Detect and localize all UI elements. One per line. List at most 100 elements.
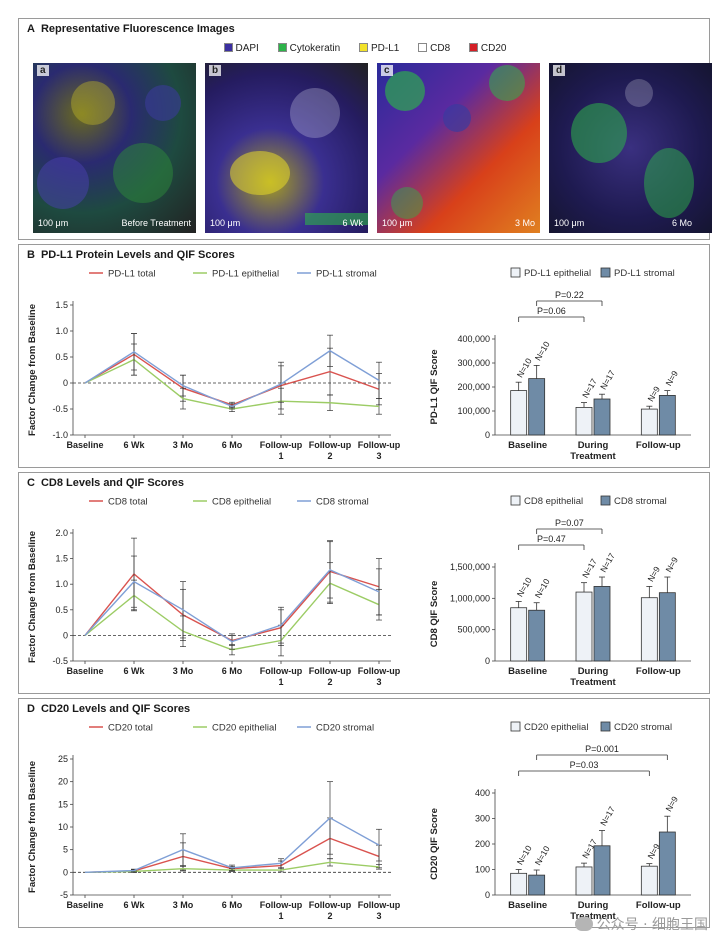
cd8-line-ytick-label: 1.5: [55, 554, 68, 564]
micrograph-a-tag: a: [37, 65, 49, 76]
panel-c-title: C CD8 Levels and QIF Scores: [27, 477, 184, 489]
cd8-line-xtick-label: 6 Wk: [123, 666, 145, 676]
pdl1-line-ytick-label: 1.0: [55, 326, 68, 336]
panel-d-letter: D: [27, 703, 35, 715]
cd8-bar-bar-epithelial: [640, 597, 658, 662]
cd8-line-xtick-label: Follow-up: [260, 666, 303, 676]
pdl1-line-xtick-label-num: 3: [376, 451, 381, 461]
pdl1-bar-ytick-label: 200,000: [457, 382, 490, 392]
cd20-line-xtick-label: Baseline: [66, 900, 103, 910]
panel-d: D CD20 Levels and QIF Scores CD20 total CD…: [18, 698, 710, 928]
pdl1-line-series-stromal: [84, 349, 380, 408]
cd20-bar-xcat-label-2: Treatment: [570, 911, 616, 922]
cd20-bar-n-label-stromal: N=17: [598, 804, 617, 827]
micrograph-b-tag: b: [209, 65, 222, 76]
cd8-line-series-stromal: [84, 569, 380, 643]
cd8-line-legend-label-epithelial: CD8 epithelial: [212, 497, 271, 508]
panel-c-title-text: CD8 Levels and QIF Scores: [40, 477, 185, 489]
cd8-bar-legend-label-epithelial: CD8 epithelial: [524, 496, 583, 507]
cd8-line-ytick-label: 0: [63, 630, 68, 640]
cd20-bar-ytick-label: 300: [475, 814, 490, 824]
panel-b: B PD-L1 Protein Levels and QIF Scores PD-…: [18, 244, 710, 468]
cd20-bar-pvalue-label: P=0.03: [570, 760, 599, 770]
cd20-bar-n-label-stromal: N=9: [663, 794, 680, 813]
cd20-bar-ytick-label: 100: [475, 865, 490, 875]
pdl1-bar-xcat-label-2: Treatment: [570, 451, 616, 462]
cd8-bar-xcat-label: Follow-up: [636, 666, 681, 677]
pdl1-bar-n-label-stromal: N=10: [533, 339, 552, 362]
pdl1-bar-ytick-label: 100,000: [457, 406, 490, 416]
pdl1-bar-n-label-stromal: N=17: [598, 368, 617, 391]
panel-a: A Representative Fluorescence Images DAPI…: [18, 18, 712, 240]
micrograph-c-scale: 100 μm: [382, 218, 413, 228]
micrograph-c-tag: c: [381, 65, 393, 76]
cd20-bar-bar-stromal: [593, 845, 611, 896]
cd8-bar-n-label-epithelial: N=17: [580, 557, 599, 580]
cd20-line-legend-label-total: CD20 total: [108, 723, 153, 734]
micrograph-d-time: 6 Mo: [671, 218, 692, 228]
panel-a-letter: A: [27, 23, 35, 35]
cd20-bar-legend-label-stromal: CD20 stromal: [614, 722, 672, 733]
cd20-swatch: [468, 43, 478, 52]
cd20-line-xtick-label: Follow-up: [309, 900, 352, 910]
cd20-bar-bar-epithelial: [640, 865, 658, 896]
micrograph-d-scale: 100 μm: [554, 218, 585, 228]
panel-d-title-text: CD20 Levels and QIF Scores: [40, 703, 191, 715]
cd20-line-xtick-label: Follow-up: [260, 900, 303, 910]
cd8-line-ytick-label: 1.0: [55, 579, 68, 589]
legend-pdl1: PD-L1: [358, 43, 399, 54]
micrograph-b-scale: 100 μm: [210, 218, 241, 228]
cd8-line-ytick-label: 0.5: [55, 605, 68, 615]
micrograph-a-texture: [37, 81, 181, 209]
pdl1-line-xtick-label: 6 Mo: [222, 440, 243, 450]
dapi-swatch: [223, 43, 233, 52]
cd8-bar-ytick-label: 1,500,000: [450, 562, 490, 572]
pdl1-line-ytick-label: 0: [63, 378, 68, 388]
cytokeratin-swatch: [277, 43, 287, 52]
cd20-line-ylabel: Factor Change from Baseline: [27, 761, 38, 893]
cd20-bar-n-label-epithelial: N=10: [515, 843, 534, 866]
pdl1-line-xtick-label: 6 Wk: [123, 440, 145, 450]
cd8-swatch: [418, 43, 428, 52]
pdl1-line-xtick-label: Baseline: [66, 440, 103, 450]
cd20-line-xtick-label: 6 Mo: [222, 900, 243, 910]
pdl1-bar-ylabel: PD-L1 QIF Score: [429, 350, 440, 425]
panel-b-title-text: PD-L1 Protein Levels and QIF Scores: [40, 249, 235, 261]
cd8-bar-bar-stromal: [528, 609, 546, 662]
cd20-line-series-stromal: [84, 817, 380, 874]
micrograph-c-time: 3 Mo: [514, 218, 535, 228]
cd20-bar-n-label-stromal: N=10: [533, 844, 552, 867]
cd8-bar-pvalue-label: P=0.07: [555, 518, 584, 528]
cd20-line-xtick-label: 6 Wk: [123, 900, 145, 910]
pdl1-bar-n-label-epithelial: N=17: [580, 377, 599, 400]
pdl1-bar-legend-swatch-epithelial: [510, 267, 521, 278]
cd20-bar-bar-stromal: [658, 831, 676, 896]
cd20-line-ytick-label: -5: [60, 890, 68, 900]
cd20-bar-ytick-label: 200: [475, 839, 490, 849]
cd8-bar-pvalue-label: P=0.47: [537, 534, 566, 544]
cd8-line-ytick-label: 2.0: [55, 528, 68, 538]
micrograph-d: d 100 μm 6 Mo: [549, 63, 712, 233]
cd20-bar-xcat-label: During: [578, 900, 609, 911]
pdl1-line-ytick-label: -1.0: [52, 430, 68, 440]
micrograph-b: b 100 μm 6 Wk: [205, 63, 368, 233]
cd20-bar-xcat-label: Follow-up: [636, 900, 681, 911]
cd20-line-ytick-label: 5: [63, 845, 68, 855]
cd20-line-ytick-label: 10: [58, 822, 68, 832]
cd20-line-xtick-label-num: 1: [278, 911, 283, 921]
pdl1-line-chart: PD-L1 total PD-L1 epithelial PD-L1 stromal…: [27, 269, 401, 462]
pdl1-bar-xcat-label: During: [578, 440, 609, 451]
cd20-line-xtick-label: Follow-up: [358, 900, 401, 910]
cd8-bar-legend-label-stromal: CD8 stromal: [614, 496, 667, 507]
cd8-line-xtick-label: 3 Mo: [173, 666, 194, 676]
cd8-bar-n-label-stromal: N=9: [663, 555, 680, 574]
pdl1-line-series-epithelial: [84, 358, 380, 410]
cd8-line-xtick-label-num: 2: [327, 677, 332, 687]
pdl1-bar-legend-swatch-stromal: [600, 267, 611, 278]
micrograph-b-time: 6 Wk: [342, 218, 363, 228]
cd8-line-ytick-label: -0.5: [52, 656, 68, 666]
panel-a-title-text: Representative Fluorescence Images: [40, 23, 235, 35]
cd8-bar-bar-stromal: [593, 586, 611, 662]
pdl1-line-xtick-label-num: 2: [327, 451, 332, 461]
panel-c-letter: C: [27, 477, 35, 489]
